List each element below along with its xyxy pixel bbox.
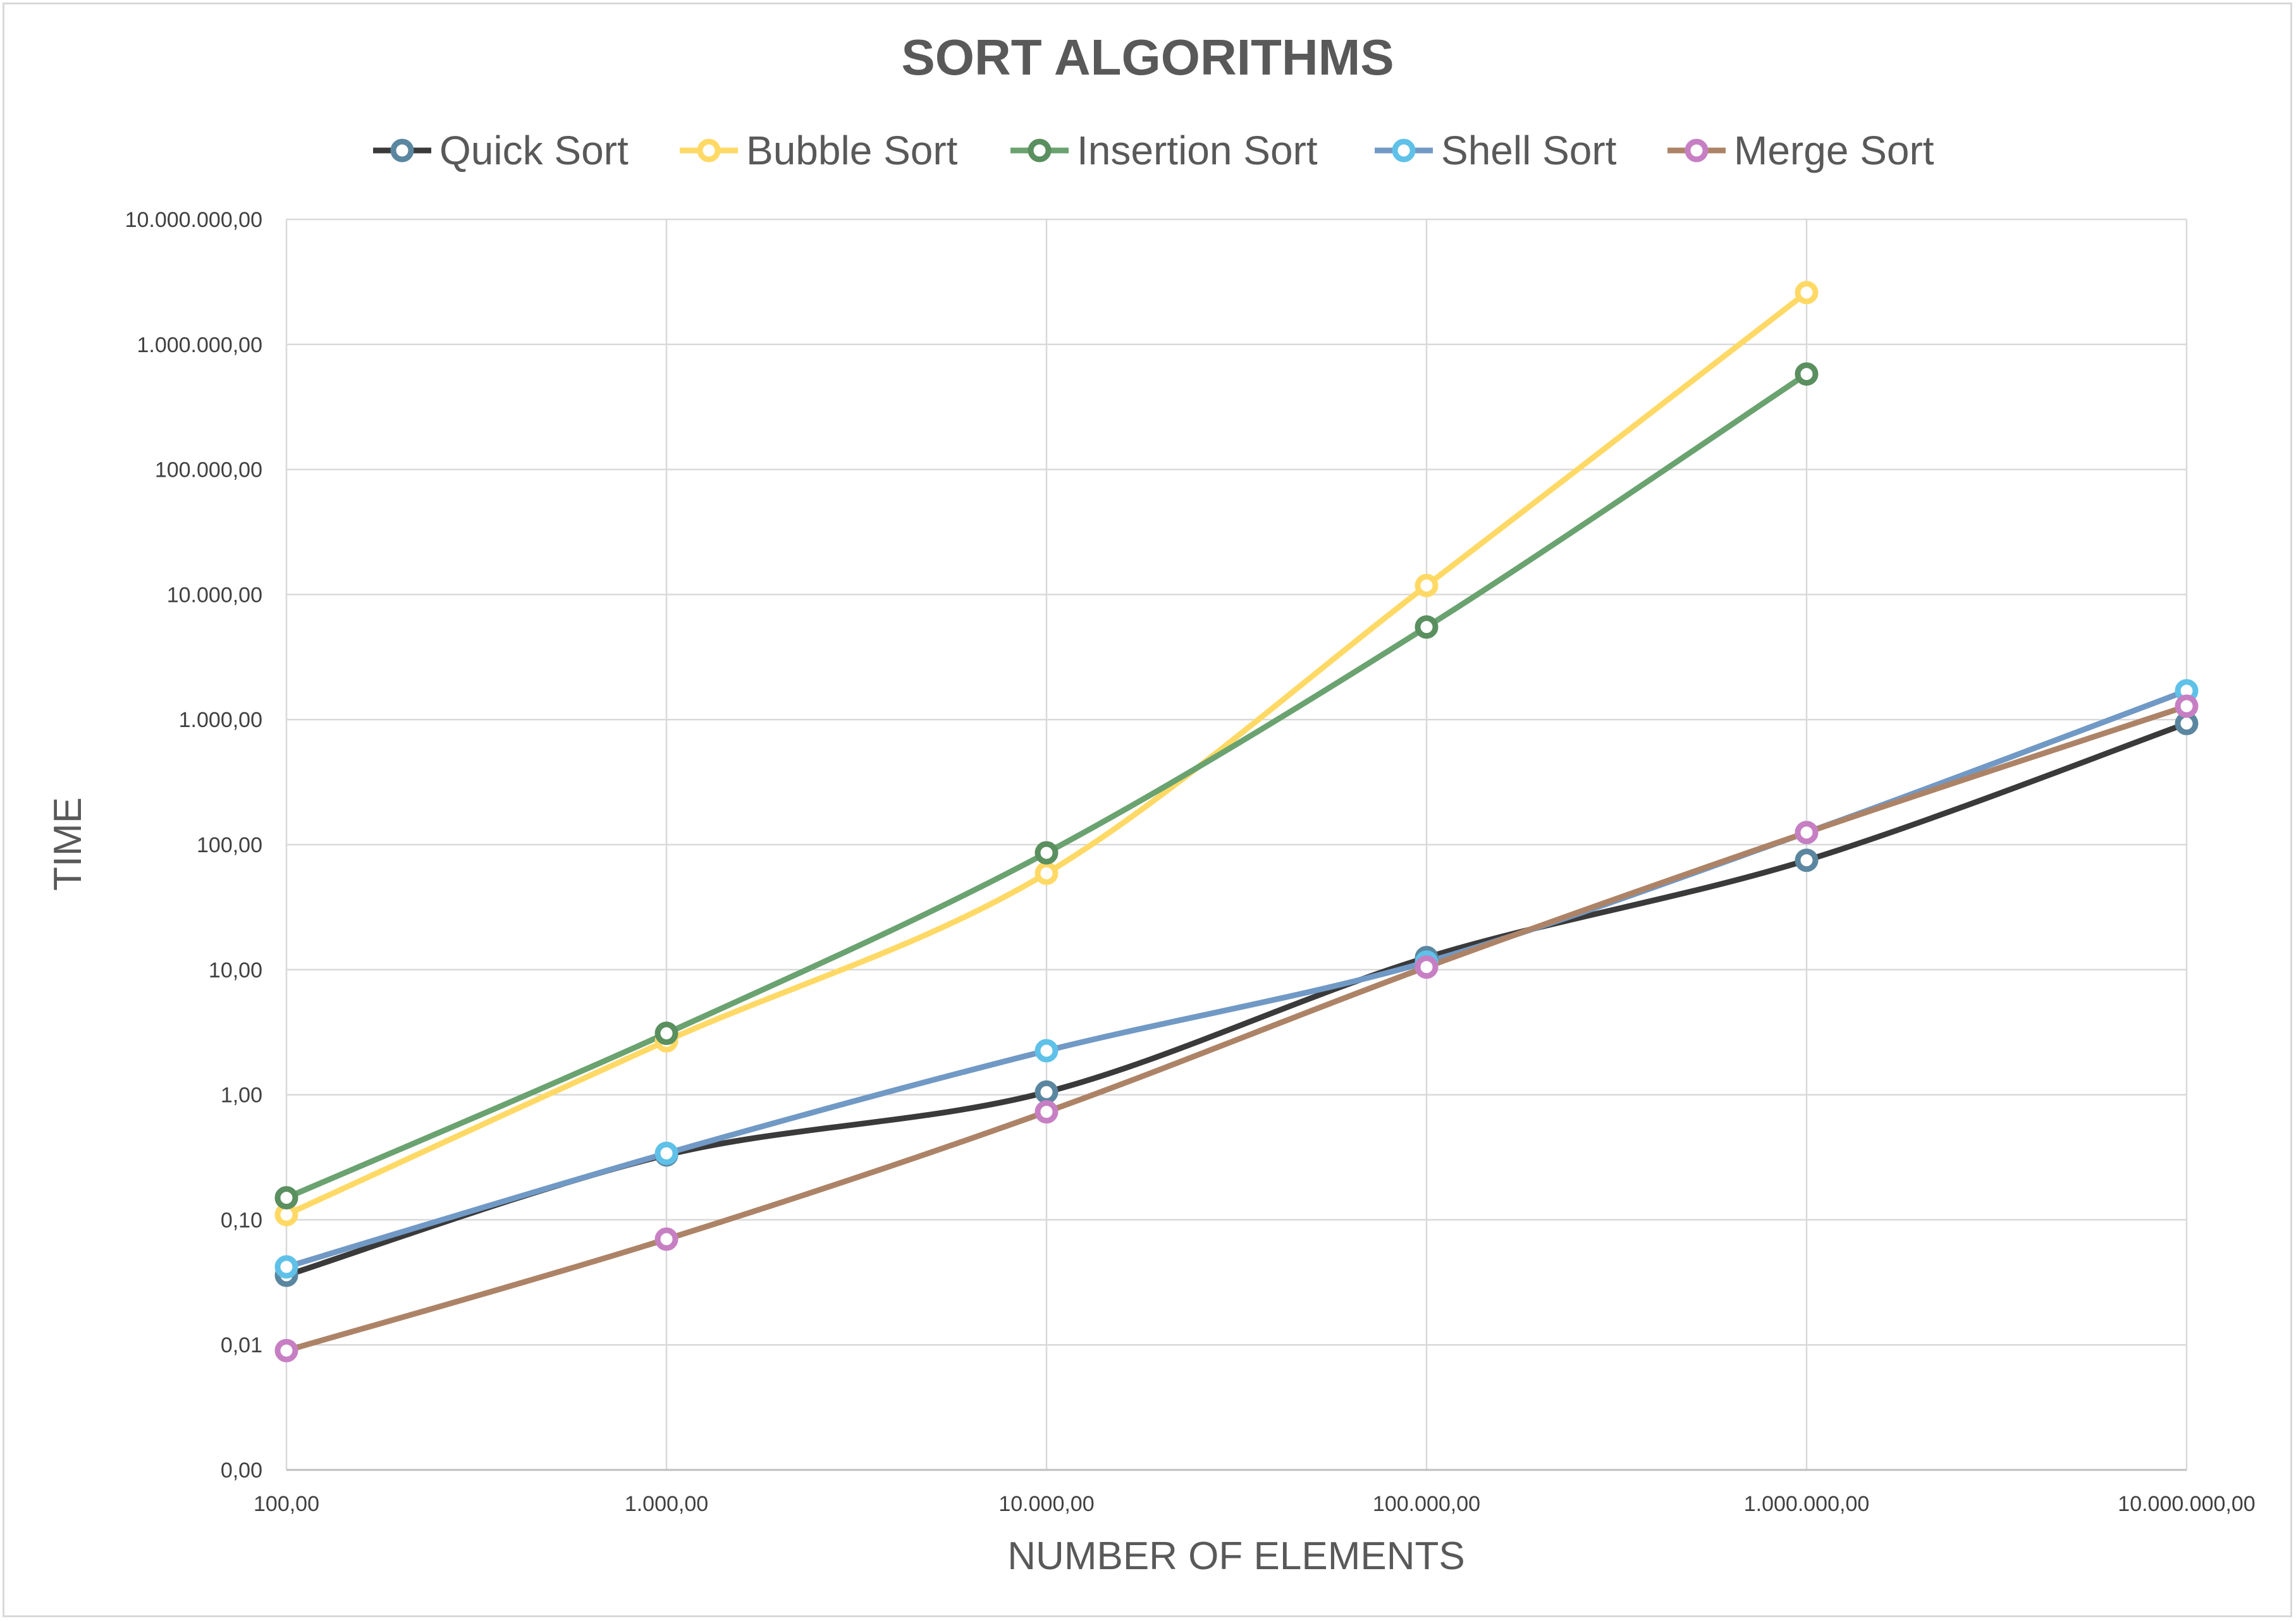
series-line-merge-sort <box>283 703 2190 1354</box>
data-point-insertion-sort <box>1415 615 1439 639</box>
x-tick-label: 1.000.000,00 <box>1744 1492 1870 1516</box>
legend-swatch-marker <box>697 138 721 162</box>
legend-swatch-marker <box>1028 138 1052 162</box>
y-tick-label: 100,00 <box>197 833 262 857</box>
series-line-shell-sort <box>283 688 2190 1270</box>
y-tick-label: 1,00 <box>221 1084 262 1108</box>
x-tick-label: 100.000,00 <box>1373 1492 1480 1516</box>
y-tick-label: 10.000.000,00 <box>125 208 262 232</box>
y-tick-label: 0,10 <box>221 1208 262 1232</box>
legend-swatch-marker <box>390 138 414 162</box>
data-point-merge-sort <box>1034 1100 1059 1124</box>
legend-label: Quick Sort <box>439 128 629 173</box>
series-line-bubble-sort <box>283 290 1810 1218</box>
data-point-merge-sort <box>274 1338 298 1362</box>
y-tick-label: 10,00 <box>209 958 262 982</box>
legend-label: Insertion Sort <box>1077 128 1318 173</box>
series-lines <box>283 290 2190 1354</box>
legend-item-bubble-sort: Bubble Sort <box>680 128 958 173</box>
legend-item-shell-sort: Shell Sort <box>1375 128 1617 173</box>
legend-item-merge-sort: Merge Sort <box>1667 128 1934 173</box>
legend-label: Merge Sort <box>1734 128 1934 173</box>
grid <box>285 218 2188 1471</box>
x-tick-label: 10.000.000,00 <box>2118 1492 2255 1516</box>
data-point-quick-sort <box>1034 1080 1059 1104</box>
x-axis-title: NUMBER OF ELEMENTS <box>1007 1534 1464 1578</box>
legend-swatch-marker <box>1685 138 1709 162</box>
legend-item-quick-sort: Quick Sort <box>373 128 629 173</box>
data-point-insertion-sort <box>1795 362 1819 386</box>
y-tick-label: 100.000,00 <box>155 458 262 482</box>
y-axis-title: TIME <box>46 797 90 891</box>
x-tick-label: 1.000,00 <box>625 1492 708 1516</box>
data-point-merge-sort <box>1795 821 1819 845</box>
series-line-quick-sort <box>283 720 2190 1278</box>
data-point-insertion-sort <box>274 1186 298 1210</box>
data-point-quick-sort <box>1795 848 1819 872</box>
data-point-shell-sort <box>274 1255 298 1279</box>
legend-label: Shell Sort <box>1441 128 1617 173</box>
y-tick-label: 1.000.000,00 <box>137 333 262 357</box>
legend-swatch-marker <box>1392 138 1416 162</box>
data-point-bubble-sort <box>1034 861 1059 885</box>
y-tick-label: 0,01 <box>221 1333 262 1357</box>
data-point-merge-sort <box>654 1227 678 1251</box>
y-tick-label: 0,00 <box>221 1459 262 1483</box>
data-point-shell-sort <box>654 1141 678 1165</box>
data-point-insertion-sort <box>654 1021 678 1045</box>
y-tick-label: 10.000,00 <box>167 583 262 607</box>
data-point-shell-sort <box>1034 1039 1059 1063</box>
legend-item-insertion-sort: Insertion Sort <box>1010 128 1318 173</box>
legend: Quick Sort Bubble Sort Insertion Sort Shell… <box>373 128 1934 173</box>
y-axis-ticks: 0,00 0,01 0,10 1,00 10,00 100,00 1.000,00 10.00… <box>125 208 262 1483</box>
chart-title: SORT ALGORITHMS <box>901 29 1394 85</box>
series-markers <box>274 281 2199 1362</box>
data-point-bubble-sort <box>1795 281 1819 305</box>
data-point-insertion-sort <box>1034 841 1059 865</box>
data-point-bubble-sort <box>1415 573 1439 597</box>
legend-label: Bubble Sort <box>746 128 958 173</box>
x-tick-label: 100,00 <box>254 1492 319 1516</box>
y-tick-label: 1.000,00 <box>179 708 262 732</box>
data-point-merge-sort <box>1415 955 1439 979</box>
chart-frame <box>3 3 2292 1617</box>
x-tick-label: 10.000,00 <box>998 1492 1094 1516</box>
x-axis-ticks: 100,00 1.000,00 10.000,00 100.000,00 1.000.0… <box>254 1492 2256 1516</box>
data-point-merge-sort <box>2175 694 2199 718</box>
